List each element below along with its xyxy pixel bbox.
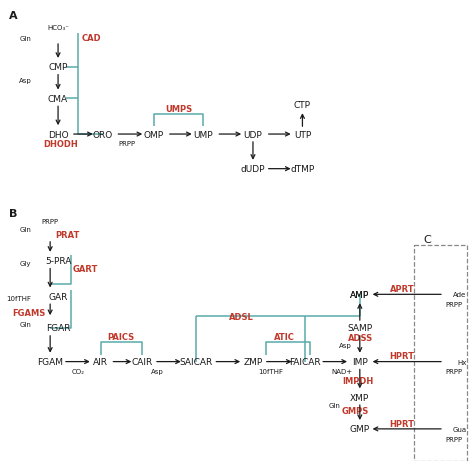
Text: GAR: GAR <box>48 292 68 301</box>
Text: ADSS: ADSS <box>348 334 373 343</box>
Text: AMP: AMP <box>350 290 369 299</box>
Text: IMP: IMP <box>352 357 368 366</box>
Text: CMA: CMA <box>48 95 68 104</box>
Text: Gln: Gln <box>19 36 31 42</box>
Text: UTP: UTP <box>294 130 311 139</box>
Text: Gua: Gua <box>453 426 467 432</box>
Text: IMPDH: IMPDH <box>342 376 373 385</box>
Text: CO₂: CO₂ <box>72 369 84 375</box>
Text: 10fTHF: 10fTHF <box>6 296 31 301</box>
Text: ZMP: ZMP <box>243 357 263 366</box>
Text: CTP: CTP <box>294 100 311 110</box>
Text: UMP: UMP <box>194 130 213 139</box>
Text: PRPP: PRPP <box>445 436 462 442</box>
Text: UDP: UDP <box>244 130 262 139</box>
Text: PRPP: PRPP <box>445 301 462 307</box>
Text: Hx: Hx <box>457 359 467 365</box>
Text: PRPP: PRPP <box>119 141 136 147</box>
Text: NAD+: NAD+ <box>331 369 353 375</box>
Text: Gln: Gln <box>328 402 340 408</box>
Text: FGAR: FGAR <box>46 324 70 333</box>
Text: FAICAR: FAICAR <box>290 357 321 366</box>
Text: DHODH: DHODH <box>43 140 78 149</box>
Text: dTMP: dTMP <box>290 165 315 174</box>
Text: Gln: Gln <box>19 321 31 327</box>
Text: UMPS: UMPS <box>165 105 192 113</box>
Text: OMP: OMP <box>144 130 164 139</box>
Text: DHO: DHO <box>48 130 68 139</box>
Text: GMP: GMP <box>350 425 370 433</box>
Text: ORO: ORO <box>92 130 113 139</box>
Text: CAD: CAD <box>82 33 101 43</box>
Text: FGAM: FGAM <box>37 357 63 366</box>
Text: Gly: Gly <box>20 260 31 266</box>
Text: C: C <box>423 234 431 244</box>
Text: AIR: AIR <box>93 357 108 366</box>
Text: AMP: AMP <box>350 290 369 299</box>
Text: PRPP: PRPP <box>42 219 59 225</box>
Text: Asp: Asp <box>338 342 351 348</box>
Text: dUDP: dUDP <box>241 165 265 174</box>
Text: ATIC: ATIC <box>274 332 295 342</box>
Text: CAIR: CAIR <box>131 357 153 366</box>
Text: HCO₃⁻: HCO₃⁻ <box>47 25 69 31</box>
Text: GMPS: GMPS <box>342 406 369 415</box>
Text: HPRT: HPRT <box>390 419 414 428</box>
Text: HPRT: HPRT <box>390 351 414 360</box>
Text: 10fTHF: 10fTHF <box>258 369 283 375</box>
Text: Gln: Gln <box>19 226 31 232</box>
Text: PAICS: PAICS <box>108 332 135 342</box>
Text: Ade: Ade <box>454 292 467 298</box>
Text: ADSL: ADSL <box>229 312 254 321</box>
Text: B: B <box>9 209 18 219</box>
Text: PRAT: PRAT <box>55 231 80 240</box>
Text: CMP: CMP <box>48 63 68 72</box>
Text: Asp: Asp <box>151 369 164 375</box>
Text: XMP: XMP <box>350 393 369 402</box>
Text: SAMP: SAMP <box>347 324 373 333</box>
Text: PRPP: PRPP <box>445 369 462 375</box>
Text: GART: GART <box>73 264 98 274</box>
Text: Asp: Asp <box>18 77 31 83</box>
Text: FGAMS: FGAMS <box>12 308 46 317</box>
Text: A: A <box>9 11 18 21</box>
Text: APRT: APRT <box>390 284 414 293</box>
Text: SAICAR: SAICAR <box>179 357 212 366</box>
Text: 5-PRA: 5-PRA <box>45 257 71 266</box>
